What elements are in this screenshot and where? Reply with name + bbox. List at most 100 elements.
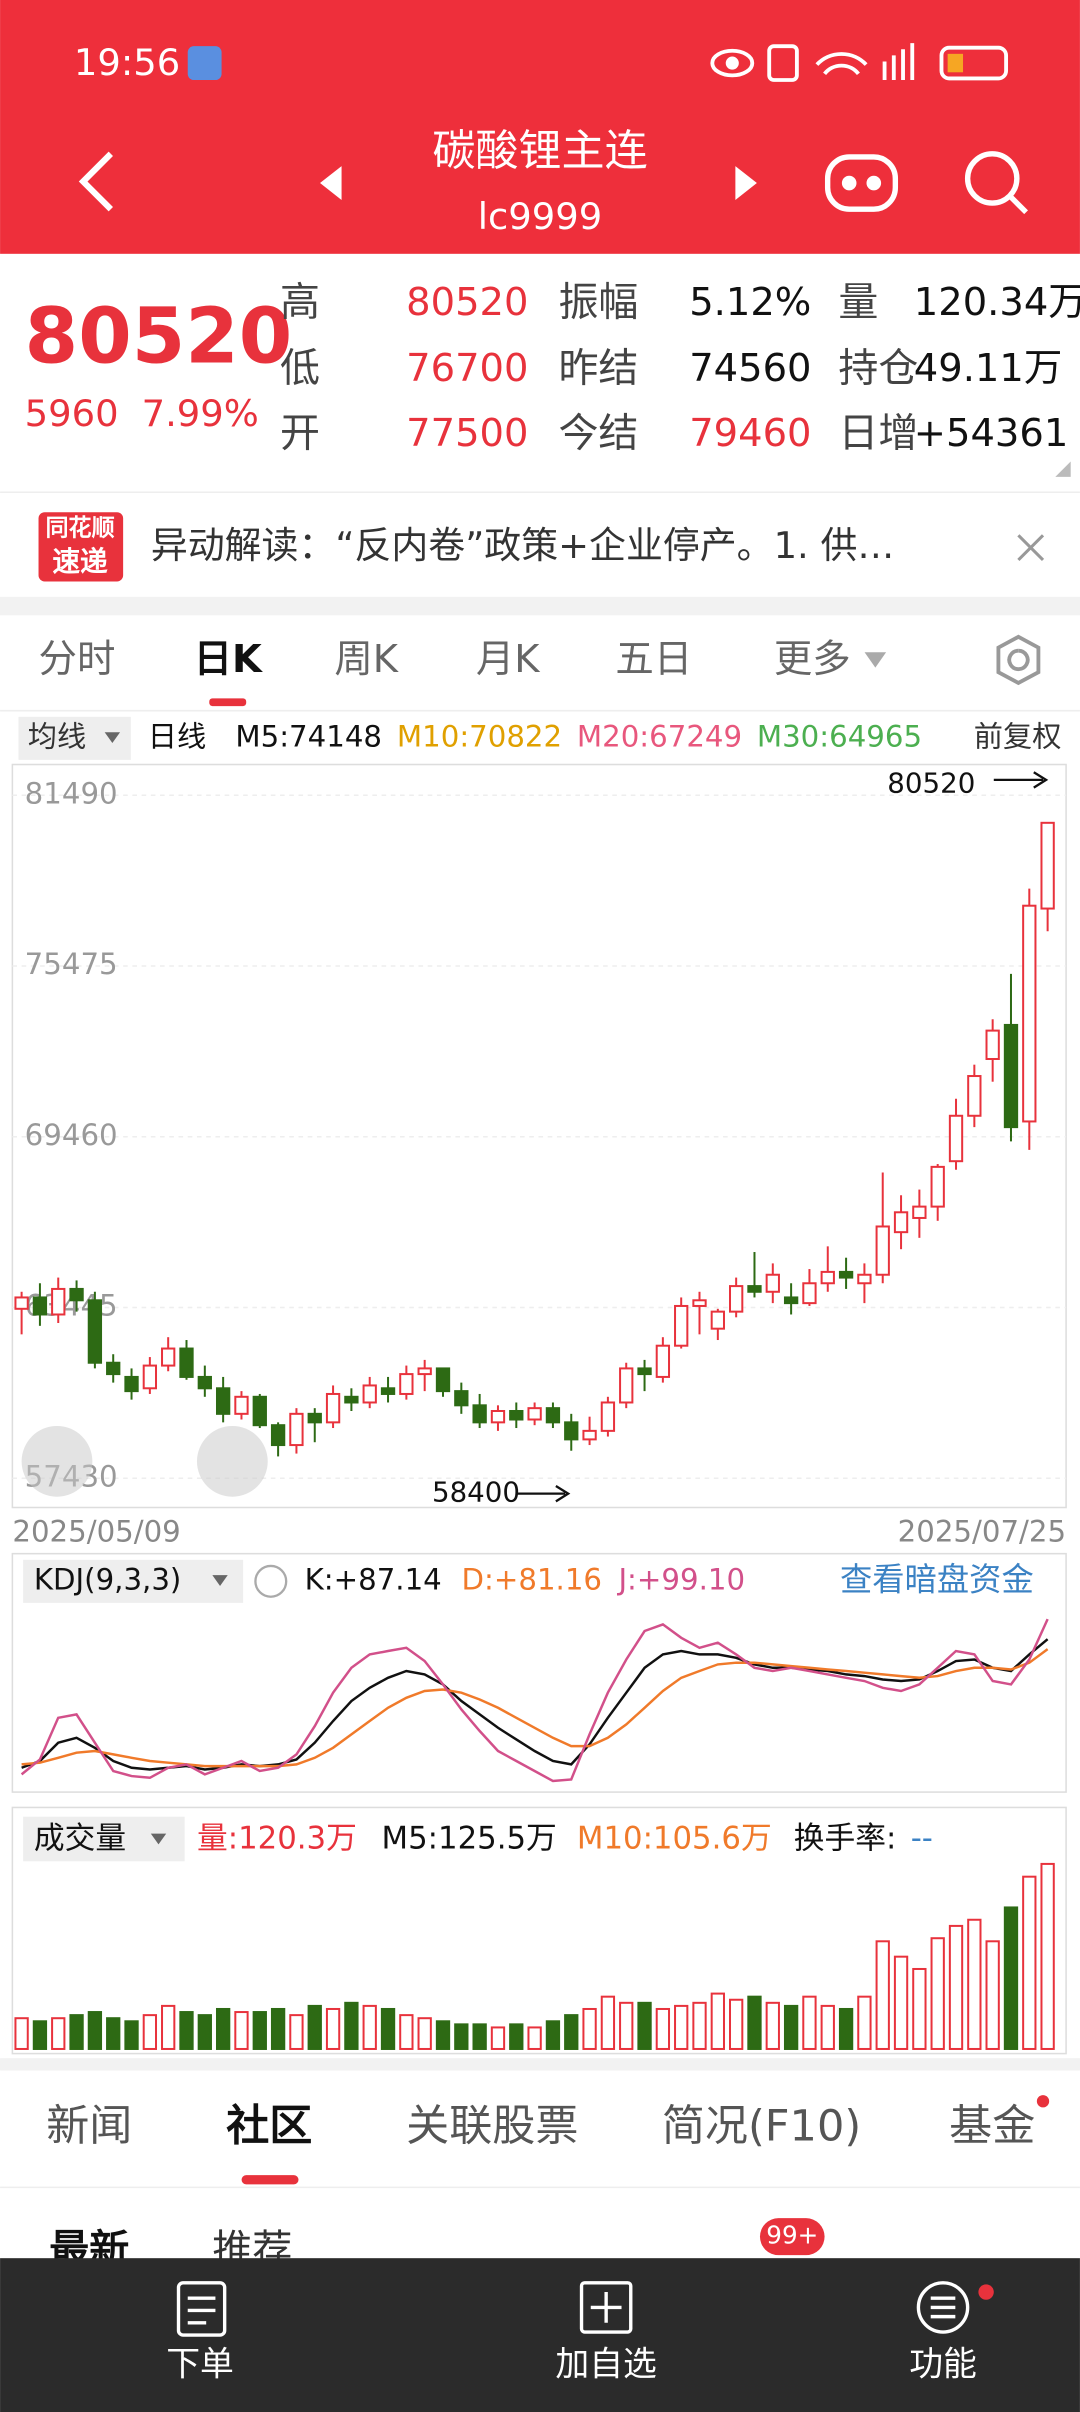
news-text[interactable]: 异动解读：“反内卷”政策+企业停产。1. 供… — [151, 524, 895, 567]
candle-body — [893, 1211, 909, 1234]
candle-body — [655, 1344, 671, 1378]
volume-frame — [11, 1806, 1067, 2055]
close-news[interactable] — [1017, 534, 1045, 562]
adjust-label[interactable]: 前复权 — [974, 719, 1062, 753]
volume-bar — [527, 2026, 542, 2050]
section-tab[interactable]: 社区 — [226, 2101, 312, 2151]
nav-item[interactable]: 加自选 — [555, 2344, 656, 2383]
candle-body — [270, 1424, 286, 1447]
section-underline — [241, 2175, 299, 2185]
kdj-label: KDJ(9,3,3) — [34, 1562, 181, 1596]
robot-button[interactable] — [824, 154, 899, 212]
volume-legend: M10:105.6万 — [577, 1820, 772, 1856]
candle-body — [32, 1296, 48, 1316]
period-tab[interactable]: 周K — [334, 637, 399, 682]
candle-body — [619, 1367, 634, 1404]
period-tab[interactable]: 日K — [194, 637, 263, 682]
candle-body — [380, 1387, 396, 1395]
volume-bar — [14, 2017, 29, 2050]
volume-bar — [1040, 1862, 1055, 2050]
volume-bar — [307, 2004, 322, 2050]
volume-bar — [619, 2001, 634, 2050]
plot: M5:74148M10:70822M20:67249M30:6496557430… — [12, 719, 1067, 2050]
section-tab[interactable]: 基金 — [949, 2101, 1035, 2151]
ma-legend: M20:67249 — [577, 719, 742, 753]
help-icon[interactable] — [254, 1564, 288, 1598]
expand-button[interactable] — [21, 1425, 93, 1497]
nav-icons — [176, 2281, 970, 2337]
volume-bar — [820, 2004, 835, 2050]
volume-bar — [985, 1940, 1000, 2050]
nav-item[interactable]: 功能 — [909, 2344, 977, 2383]
candle-body — [51, 1287, 66, 1316]
candle-body — [454, 1390, 469, 1407]
candle-body — [582, 1429, 597, 1441]
candle-body — [637, 1367, 652, 1376]
volume-bar — [692, 2001, 707, 2050]
volume-bar — [362, 2004, 377, 2050]
section-tab[interactable]: 简况(F10) — [662, 2101, 861, 2151]
candle-body — [838, 1270, 854, 1279]
kdj-link[interactable]: 查看暗盘资金 — [840, 1560, 1034, 1598]
candle-body — [435, 1367, 451, 1393]
stat-value: 74560 — [689, 346, 811, 391]
nav-bar — [0, 2258, 1080, 2412]
stat-value: 76700 — [406, 346, 528, 391]
volume-bar — [51, 2017, 66, 2050]
candle-body — [600, 1401, 616, 1432]
candle-body — [783, 1296, 799, 1305]
volume-bar — [655, 2007, 671, 2050]
period-tabs: 分时 日K 周K 月K 五日 更多 — [39, 637, 851, 682]
stat-label: 振幅 — [558, 280, 638, 326]
candle-body — [820, 1270, 835, 1285]
stat-value: 79460 — [689, 411, 811, 456]
kdj-select[interactable] — [23, 1559, 244, 1603]
volume-bar — [380, 2007, 396, 2050]
candle-body — [692, 1299, 707, 1307]
candle-body — [399, 1373, 414, 1395]
contract-title: 碳酸锂主连 — [432, 126, 647, 176]
volume-bar — [124, 2020, 139, 2050]
section-tab[interactable]: 新闻 — [46, 2101, 132, 2151]
search-button[interactable] — [964, 151, 1028, 215]
candle-body — [967, 1075, 982, 1117]
stat-label: 低 — [280, 346, 320, 392]
volume-bar — [912, 1967, 927, 2050]
candle-body — [362, 1384, 377, 1404]
period-tab[interactable]: 更多 — [774, 637, 851, 682]
candle-body — [215, 1387, 231, 1415]
settings-button[interactable] — [996, 634, 1041, 686]
volume-bar — [564, 2014, 579, 2050]
candle-body — [179, 1347, 194, 1378]
candle-body — [875, 1225, 890, 1276]
back-button[interactable] — [78, 151, 113, 212]
nav-item[interactable]: 下单 — [166, 2344, 234, 2383]
next-contract[interactable] — [735, 166, 757, 200]
period-tab[interactable]: 五日 — [615, 637, 692, 682]
band — [0, 2058, 1080, 2071]
candle-body — [417, 1367, 432, 1376]
candle-body — [124, 1375, 139, 1393]
kdj-line — [21, 1648, 1049, 1768]
volume-bar — [582, 2007, 597, 2050]
volume-label: 成交量 — [34, 1820, 126, 1856]
volume-bar — [765, 2001, 780, 2050]
fullscreen-button[interactable] — [196, 1425, 268, 1497]
corner — [1055, 461, 1071, 477]
period-tab[interactable]: 月K — [476, 637, 541, 682]
period-tab[interactable]: 分时 — [39, 637, 116, 682]
badge-top: 同花顺 — [45, 516, 114, 542]
stat-value: 80520 — [406, 280, 528, 325]
volume-bar — [967, 1918, 982, 2050]
candle-body — [252, 1395, 267, 1427]
stat-label: 高 — [280, 280, 320, 326]
y-tick-label: 69460 — [25, 1118, 118, 1152]
candle-body — [197, 1375, 212, 1390]
candle-body — [161, 1347, 176, 1367]
volume-bar — [435, 2020, 451, 2050]
section-tab[interactable]: 关联股票 — [406, 2101, 578, 2151]
more-arrow — [864, 652, 887, 668]
prev-contract[interactable] — [320, 166, 342, 200]
